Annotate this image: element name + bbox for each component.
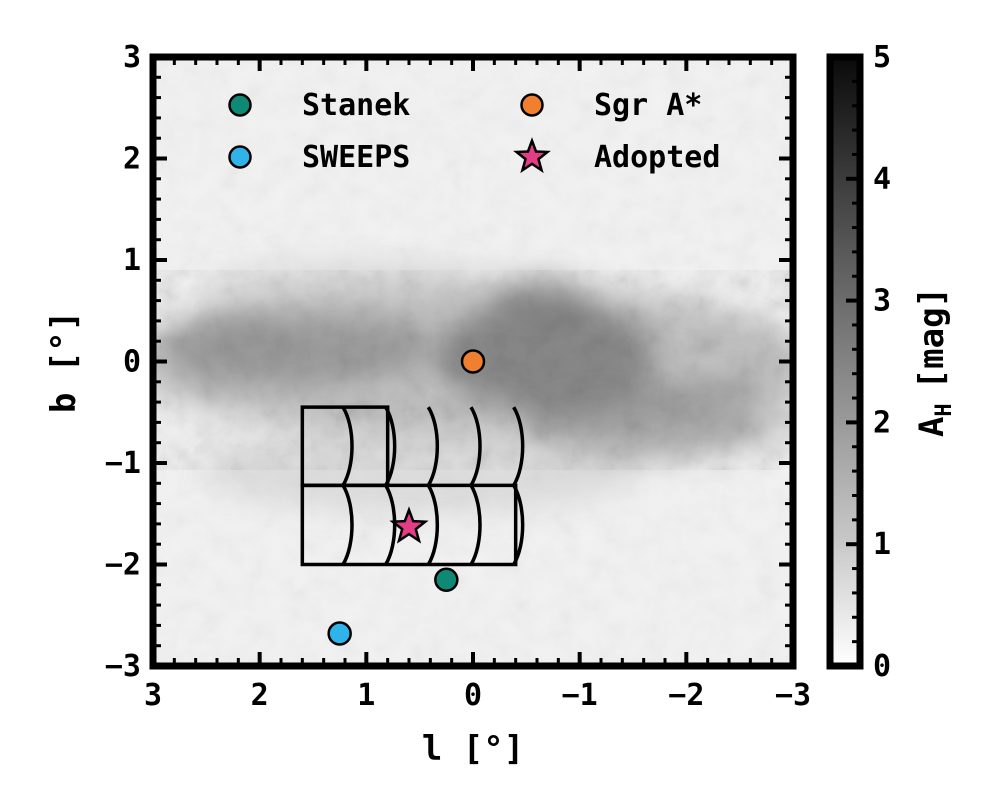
field-divider	[512, 406, 525, 487]
colorbar: 0 1 2 3 4 5 AH [mag]	[826, 40, 957, 684]
colorbar-frame	[826, 53, 864, 670]
field-divider	[426, 484, 440, 566]
stanek-marker	[434, 567, 459, 592]
field-divider	[341, 484, 354, 566]
field-divider	[469, 484, 482, 566]
y-tick-label: 1	[123, 243, 141, 278]
adopted-marker	[389, 506, 429, 544]
y-tick-label: 3	[123, 40, 141, 75]
legend-marker-sgr-a	[520, 93, 544, 117]
y-tick-label: −3	[105, 649, 141, 684]
x-tick-labels: 3 2 1 0 −1 −2 −3	[144, 678, 811, 713]
legend-marker-adopted	[513, 137, 551, 174]
x-axis-title: l [°]	[422, 729, 524, 769]
colorbar-tick-labels: 0 1 2 3 4 5	[873, 40, 891, 684]
y-tick-label: 0	[123, 345, 141, 380]
y-tick-labels: −3 −2 −1 0 1 2 3	[105, 40, 141, 684]
field-divider	[341, 406, 354, 487]
x-tick-label: −3	[775, 678, 811, 713]
y-tick-label: −1	[105, 446, 141, 481]
colorbar-tick-label: 1	[873, 527, 891, 562]
legend-label-sgr-a: Sgr A*	[594, 88, 702, 123]
x-tick-label: 3	[144, 678, 162, 713]
field-divider	[384, 406, 397, 487]
field-divider	[512, 484, 525, 566]
colorbar-label-sub: H	[932, 403, 957, 416]
colorbar-tick-label: 0	[873, 649, 891, 684]
axes	[149, 53, 797, 670]
colorbar-label-main: A	[912, 417, 952, 437]
y-tick-label: 2	[123, 142, 141, 177]
legend-label-sweeps: SWEEPS	[302, 140, 410, 175]
colorbar-label-unit: [mag]	[912, 287, 952, 389]
x-tick-label: 2	[251, 678, 269, 713]
field-divider	[426, 406, 440, 487]
legend-label-adopted: Adopted	[594, 140, 720, 175]
x-tick-label: 1	[357, 678, 375, 713]
x-tick-label: −2	[668, 678, 704, 713]
colorbar-label: AH [mag]	[912, 287, 957, 437]
legend-marker-stanek	[228, 93, 252, 117]
data-markers	[327, 349, 486, 646]
colorbar-tick-label: 2	[873, 405, 891, 440]
sweeps-marker	[327, 621, 352, 646]
y-axis-title: b [°]	[44, 311, 84, 413]
legend-label-stanek: Stanek	[302, 88, 410, 123]
colorbar-ticks	[846, 55, 860, 668]
colorbar-tick-label: 5	[873, 40, 891, 75]
field-divider	[469, 406, 482, 487]
colorbar-tick-label: 3	[873, 284, 891, 319]
legend-marker-sweeps	[228, 145, 252, 169]
sgr-a-marker	[460, 349, 486, 374]
legend: Stanek Sgr A* SWEEPS Adopted	[228, 88, 720, 175]
colorbar-gradient	[830, 57, 860, 666]
field-divider	[384, 484, 397, 566]
field-outline	[300, 405, 525, 567]
y-tick-label: −2	[105, 548, 141, 583]
x-tick-label: −1	[562, 678, 598, 713]
colorbar-tick-label: 4	[873, 162, 891, 197]
x-tick-label: 0	[464, 678, 482, 713]
